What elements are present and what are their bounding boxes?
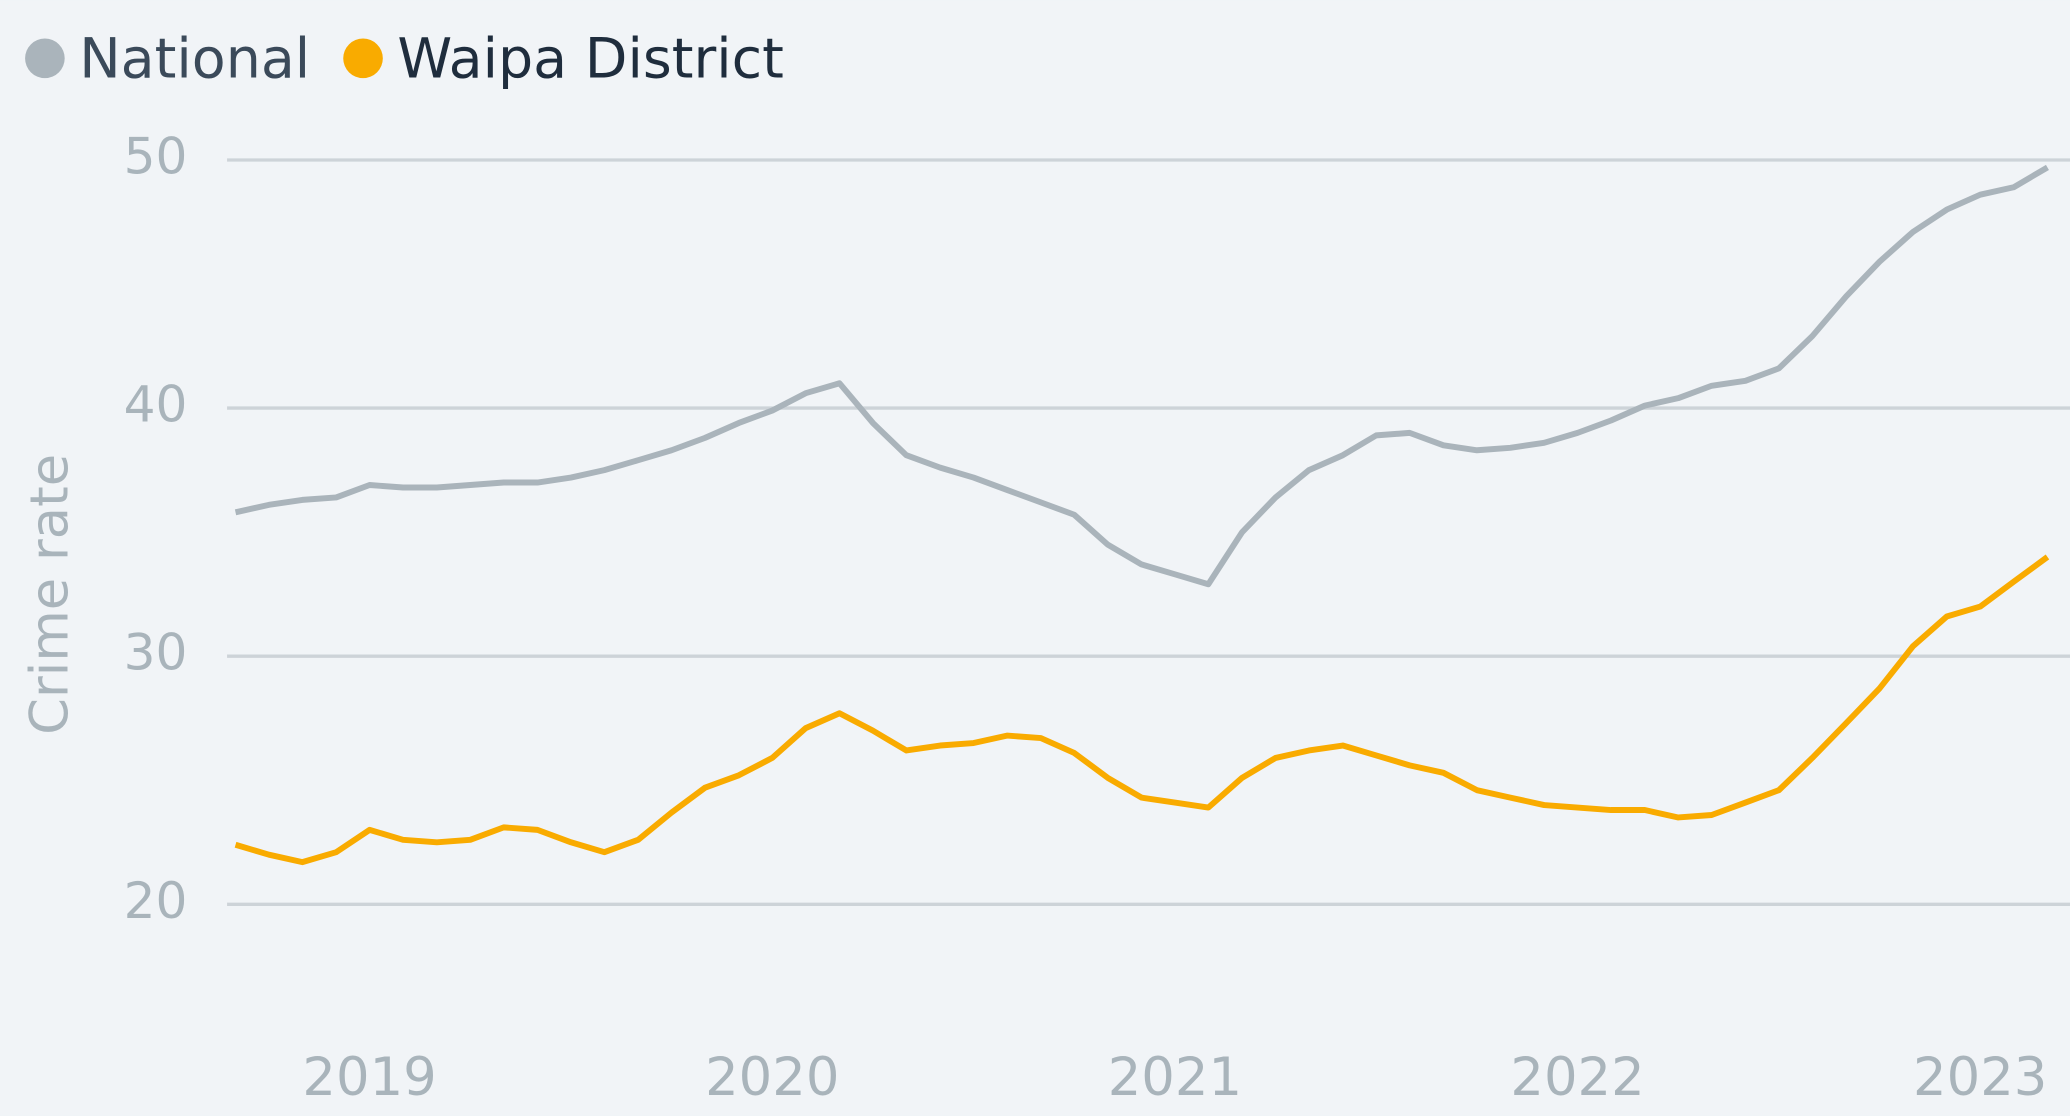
legend-label: National	[79, 27, 310, 91]
y-tick-label: 30	[124, 623, 188, 682]
y-axis-label: Crime rate	[19, 454, 80, 735]
y-tick-label: 40	[124, 375, 188, 434]
y-tick-label: 50	[124, 126, 188, 185]
x-tick-label: 2021	[1108, 1047, 1242, 1108]
x-tick-label: 2019	[302, 1047, 436, 1108]
legend-marker	[343, 38, 383, 79]
legend-label: Waipa District	[397, 27, 784, 91]
x-tick-label: 2023	[1913, 1047, 2047, 1108]
line-series	[234, 554, 2050, 866]
line-series	[234, 164, 2049, 588]
x-tick-label: 2022	[1510, 1047, 1644, 1108]
x-tick-label: 2020	[705, 1047, 839, 1108]
y-tick-label: 20	[124, 871, 188, 930]
legend-marker	[25, 38, 65, 79]
